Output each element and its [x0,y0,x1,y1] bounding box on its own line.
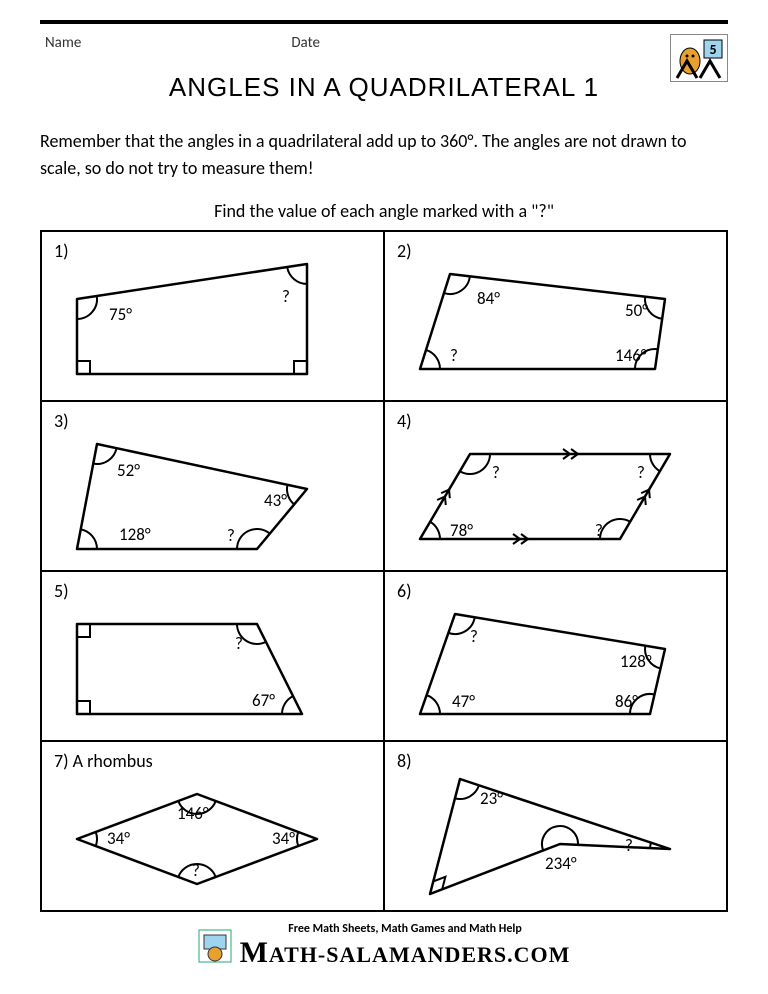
svg-text:?: ? [492,462,500,483]
svg-text:50°: 50° [625,300,648,321]
svg-text:128°: 128° [119,524,151,545]
problem-cell: 8)23°?234° [384,741,727,911]
svg-text:78°: 78° [450,520,473,541]
svg-text:47°: 47° [452,691,475,712]
svg-text:146°: 146° [615,345,647,366]
quadrilateral-diagram: 23°? 234° [400,764,690,904]
problem-cell: 4)78°??? [384,401,727,571]
svg-text:234°: 234° [545,853,577,874]
footer-site: MATH-SALAMANDERS.COM [240,936,571,970]
date-label: Date [291,34,320,52]
problem-cell: 2)?84°50°146° [384,231,727,401]
svg-text:?: ? [595,520,603,541]
svg-text:34°: 34° [107,828,130,849]
svg-text:84°: 84° [477,288,500,309]
problem-grid: 1)75°?2)?84°50°146°3)52°43°?128°4)78°???… [40,230,728,912]
quadrilateral-diagram: 52° 43°? 128° [57,424,347,564]
worksheet-page: Name Date 5 ANGLES IN A QUADRILATERAL 1 … [0,0,768,994]
logo-box: 5 [670,34,728,82]
svg-text:75°: 75° [109,304,132,325]
svg-text:34°: 34° [272,828,295,849]
svg-text:23°: 23° [480,788,503,809]
problem-cell: 6)?128°86°47° [384,571,727,741]
svg-text:?: ? [450,345,458,366]
subtitle-text: Find the value of each angle marked with… [40,200,728,222]
svg-text:?: ? [192,860,200,881]
name-label: Name [45,34,81,52]
svg-text:?: ? [282,286,290,307]
quadrilateral-diagram: 78°??? [400,424,690,564]
salamander-logo-icon: 5 [672,36,726,80]
svg-text:5: 5 [709,41,716,58]
quadrilateral-diagram: ? 128° 86° 47° [400,594,690,734]
intro-text: Remember that the angles in a quadrilate… [40,128,728,182]
svg-text:52°: 52° [117,460,140,481]
svg-text:?: ? [625,835,633,856]
problem-cell: 7) A rhombus146°34°?34° [41,741,384,911]
page-title: ANGLES IN A QUADRILATERAL 1 [40,72,728,103]
problem-cell: 5)?67° [41,571,384,741]
footer: Free Math Sheets, Math Games and Math He… [40,922,728,970]
svg-text:?: ? [470,626,478,647]
svg-text:146°: 146° [177,803,209,824]
svg-text:128°: 128° [620,651,652,672]
svg-text:86°: 86° [615,691,638,712]
svg-text:43°: 43° [264,490,287,511]
footer-tagline: Free Math Sheets, Math Games and Math He… [240,922,571,936]
quadrilateral-diagram: ? 67° [57,594,347,734]
quadrilateral-diagram: 146° 34°? 34° [57,764,347,904]
svg-text:?: ? [227,525,235,546]
header-bar: Name Date 5 [40,20,728,52]
problem-cell: 1)75°? [41,231,384,401]
footer-logo-icon [198,929,232,963]
problem-cell: 3)52°43°?128° [41,401,384,571]
quadrilateral-diagram: 75°? [57,254,347,394]
svg-text:?: ? [637,462,645,483]
svg-text:67°: 67° [252,690,275,711]
quadrilateral-diagram: ? 84° 50° 146° [400,254,690,394]
svg-text:?: ? [235,633,243,654]
